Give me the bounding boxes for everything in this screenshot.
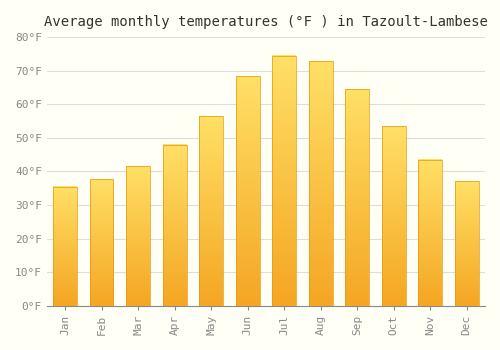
- Bar: [236, 76, 260, 306]
- Bar: [455, 182, 478, 306]
- Bar: [200, 116, 223, 306]
- Bar: [163, 145, 186, 306]
- Bar: [418, 160, 442, 306]
- Bar: [346, 89, 369, 306]
- Bar: [272, 56, 296, 306]
- Bar: [126, 166, 150, 306]
- Bar: [90, 179, 114, 306]
- Bar: [54, 187, 77, 306]
- Title: Average monthly temperatures (°F ) in Tazoult-Lambese: Average monthly temperatures (°F ) in Ta…: [44, 15, 488, 29]
- Bar: [309, 61, 332, 306]
- Bar: [382, 126, 406, 306]
